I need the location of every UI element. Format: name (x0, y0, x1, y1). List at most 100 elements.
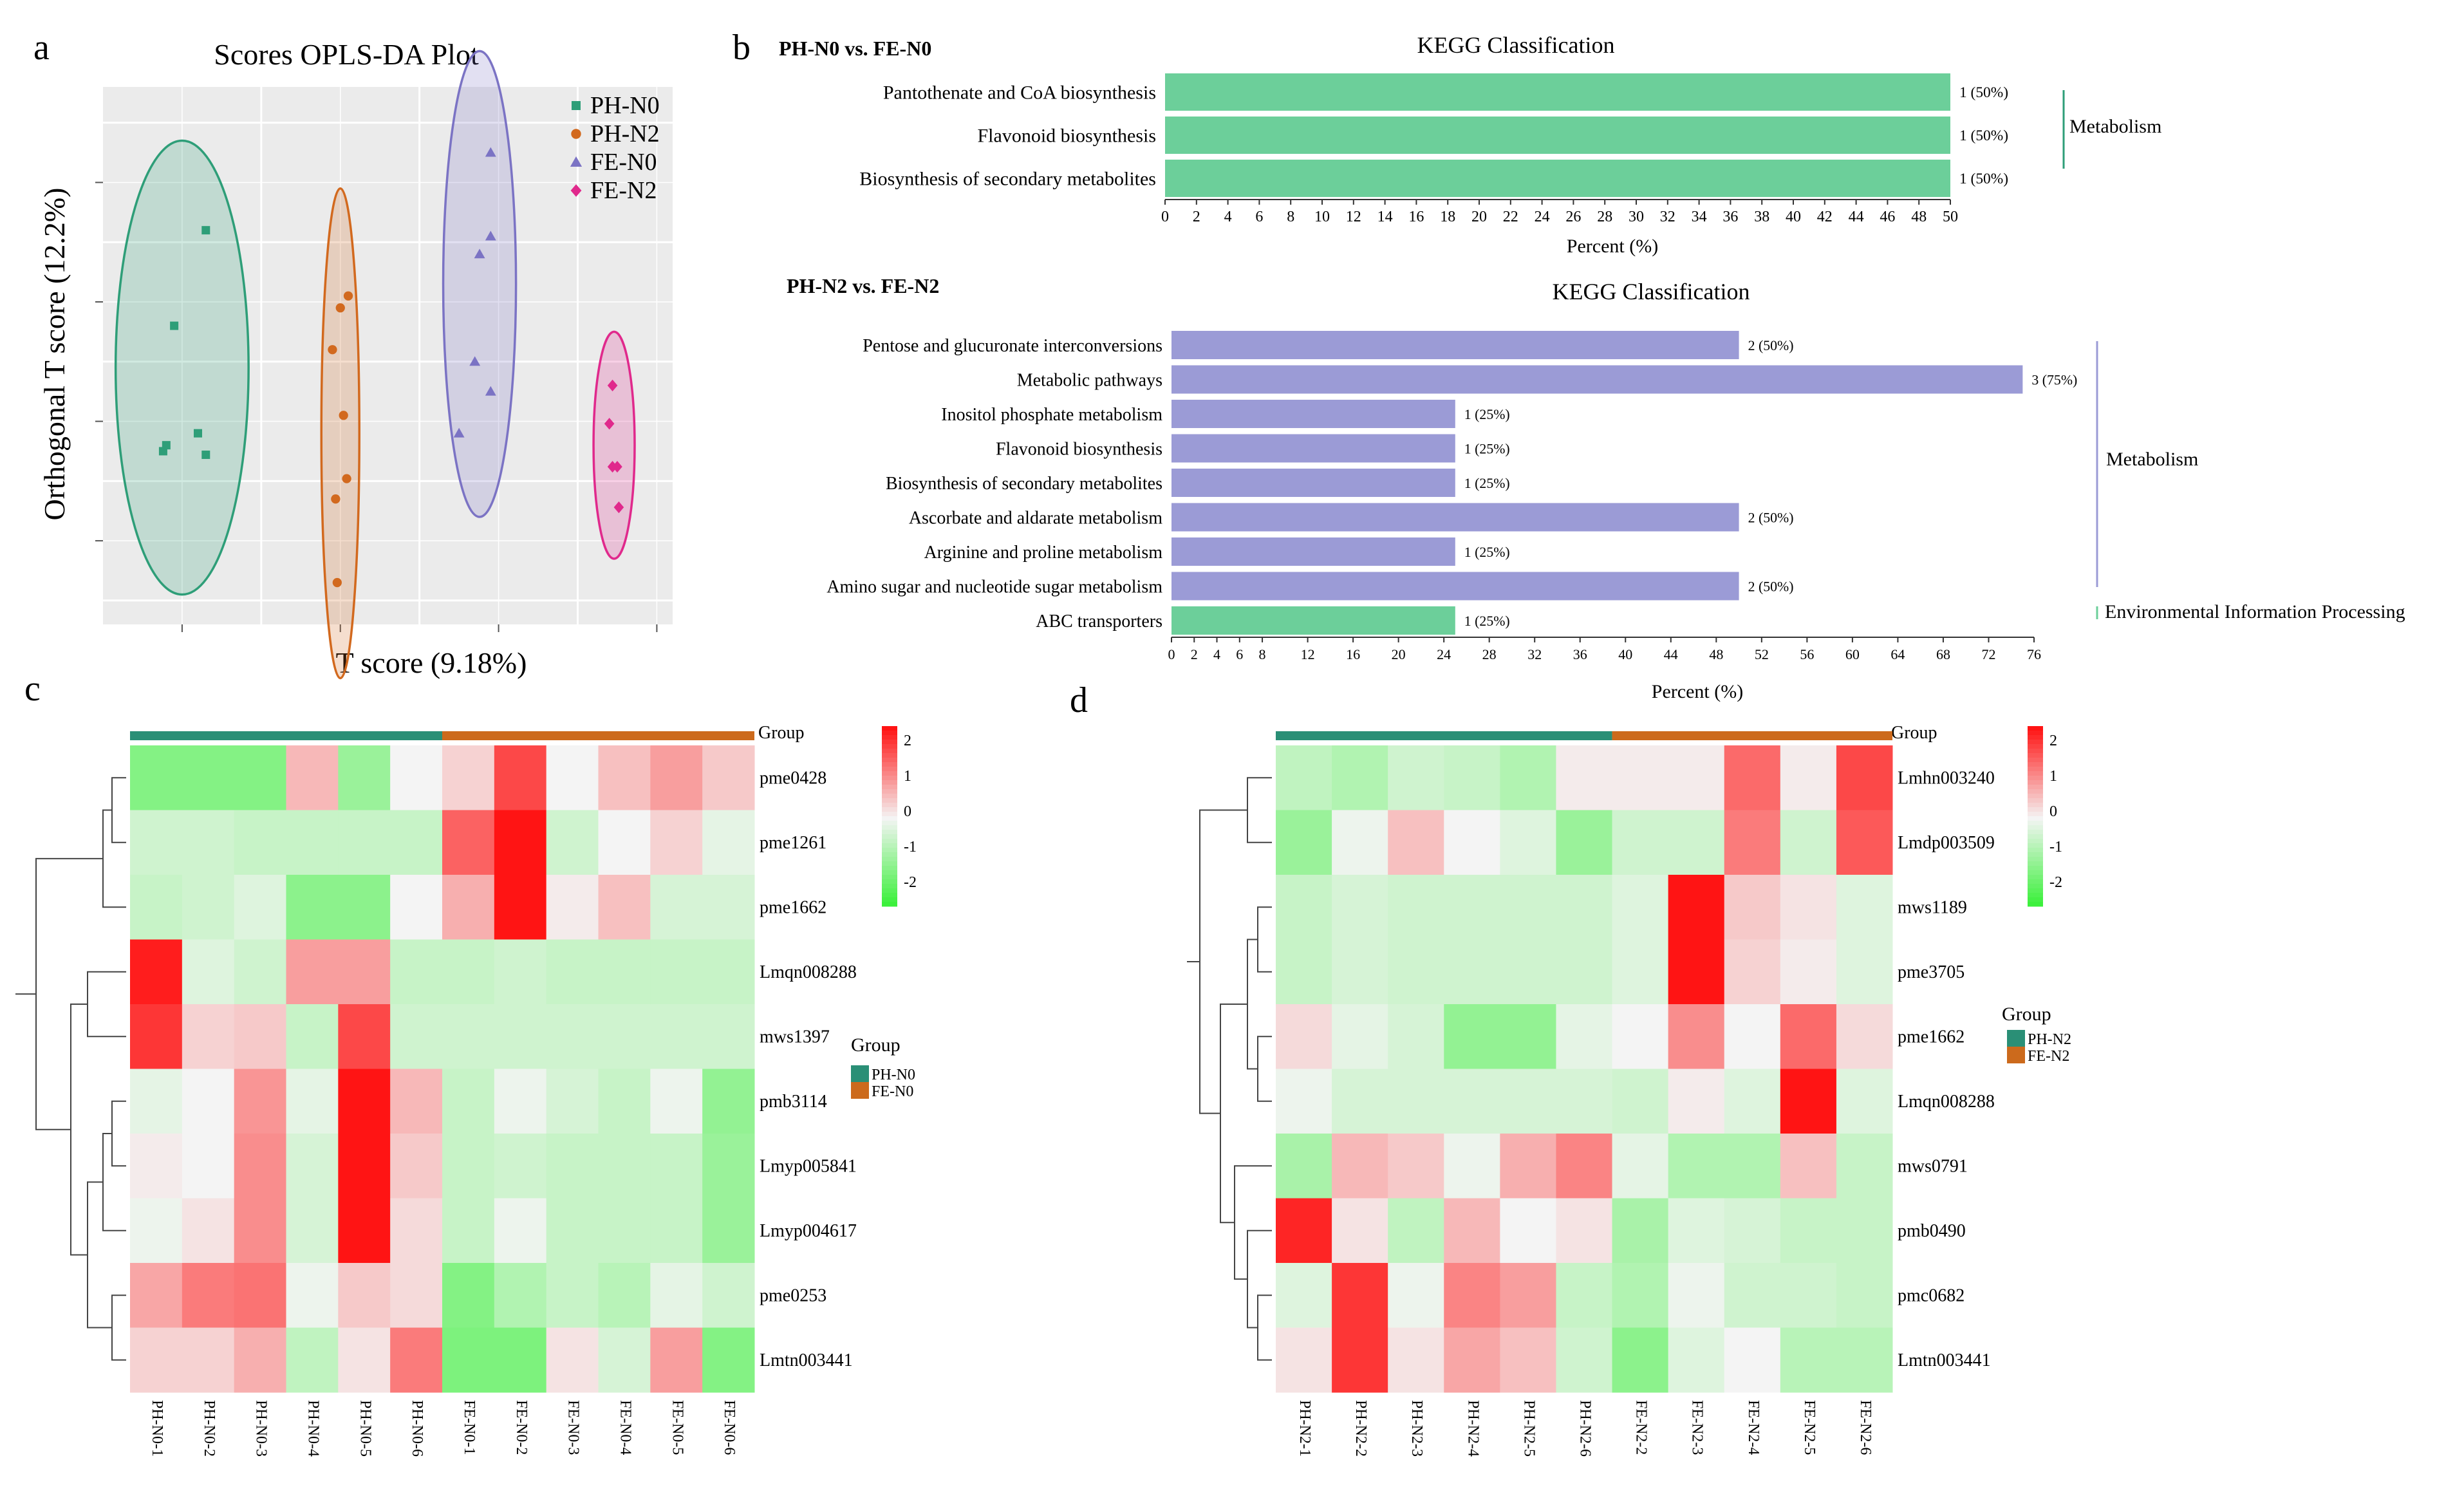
data-label: 1 (50%) (1959, 171, 2008, 187)
x-tick-label: 76 (2027, 646, 2041, 662)
heatmap-cell (1668, 1263, 1725, 1328)
heatmap-cell (1332, 939, 1388, 1005)
row-label: pme0428 (760, 768, 826, 788)
heatmap-cell (390, 1263, 443, 1328)
heatmap-cell (182, 745, 235, 810)
heatmap-cell (1724, 745, 1781, 810)
dendrogram-branch (1199, 809, 1247, 1114)
heatmap-cell (1780, 1327, 1837, 1393)
point-ph-n2 (332, 577, 342, 588)
x-tick-label: 48 (1911, 209, 1927, 225)
color-scale-step (882, 902, 897, 907)
color-scale-tick: -1 (904, 839, 917, 855)
legend-marker-ph-n2 (571, 129, 581, 139)
column-label: FE-N0-1 (461, 1400, 478, 1455)
heatmap-cell (1500, 1327, 1556, 1393)
heatmap-cell (338, 1327, 391, 1393)
heatmap-cell (494, 1134, 547, 1199)
heatmap-cell (494, 1004, 547, 1069)
heatmap-cell (1332, 875, 1388, 940)
point-ph-n2 (328, 345, 337, 355)
opls-da-panel: Scores OPLS-DA Plot T score (9.18%) Orth… (38, 38, 673, 680)
heatmap-cell (130, 1263, 183, 1328)
heatmap-cell (1276, 1134, 1332, 1199)
data-label: 2 (50%) (1748, 510, 1794, 526)
heatmap-cell (1556, 1327, 1613, 1393)
x-tick-label: 10 (1314, 209, 1330, 225)
color-scale-step (2028, 825, 2043, 830)
heatmap-cell (1388, 1069, 1444, 1134)
heatmap-cell (130, 1327, 183, 1393)
panel-label-b: b (733, 28, 751, 68)
ellipse-ph-n0 (114, 139, 250, 596)
heatmap-cell (1276, 939, 1332, 1005)
color-scale-step (882, 789, 897, 794)
heatmap-cell (1332, 1198, 1388, 1264)
bar (1171, 469, 1455, 497)
heatmap-cell (1780, 1263, 1837, 1328)
x-tick-label: 44 (1664, 646, 1678, 662)
heatmap-cell (650, 745, 703, 810)
color-scale-step (882, 825, 897, 830)
x-tick-label: 32 (1527, 646, 1542, 662)
heatmap-cell (1612, 1069, 1669, 1134)
bar (1171, 503, 1739, 532)
kegg-bottom-title: KEGG Classification (1553, 279, 1750, 304)
heatmap-cell (1780, 1069, 1837, 1134)
heatmap-cell (1612, 1263, 1669, 1328)
heatmap-cell (1500, 939, 1556, 1005)
heatmap-cell (390, 939, 443, 1005)
x-tick-label: 36 (1722, 209, 1738, 225)
color-scale-step (2028, 879, 2043, 884)
legend-marker-fe-n2 (570, 184, 582, 197)
point-ph-n0 (170, 321, 179, 330)
heatmap-cell (338, 745, 391, 810)
color-scale-step (2028, 834, 2043, 839)
heatmap-cell (546, 875, 599, 940)
heatmap-cell (1780, 875, 1837, 940)
color-scale-step (882, 762, 897, 767)
heatmap-cell (1332, 745, 1388, 810)
opls-da-ylabel: Orthogonal T score (12.2%) (38, 188, 71, 521)
color-scale-step (882, 897, 897, 902)
opls-da-xlabel: T score (9.18%) (336, 646, 527, 679)
data-label: 1 (25%) (1464, 545, 1510, 560)
heatmap-cell (598, 745, 651, 810)
legend-label-fe-n2: FE-N2 (2028, 1048, 2069, 1065)
color-scale-step (882, 740, 897, 745)
ellipse-fe-n2 (592, 330, 636, 560)
row-label: Lmtn003441 (1898, 1350, 1991, 1370)
heatmap-cell (1276, 810, 1332, 875)
heatmap-cell (1332, 1134, 1388, 1199)
point-ph-n0 (201, 226, 210, 235)
heatmap-cell (702, 810, 755, 875)
heatmap-cell (1780, 745, 1837, 810)
x-tick-label: 26 (1565, 209, 1581, 225)
column-label: PH-N2-3 (1408, 1400, 1425, 1457)
dendrogram-branch (1257, 1036, 1272, 1102)
data-label: 1 (50%) (1959, 84, 2008, 101)
heatmap-cell (1500, 745, 1556, 810)
heatmap-cell (1724, 1327, 1781, 1393)
heatmap-cell (1836, 875, 1893, 940)
heatmap-cell (702, 1004, 755, 1069)
color-scale-step (2028, 888, 2043, 893)
heatmap-cell (234, 745, 286, 810)
heatmap-cell (1836, 1327, 1893, 1393)
dendrogram-branch (1247, 939, 1258, 1070)
dendrogram-branch (102, 1133, 126, 1231)
color-scale-step (882, 875, 897, 880)
heatmap-cell (1556, 810, 1613, 875)
heatmap-c-legend-title: Group (851, 1034, 901, 1056)
heatmap-cell (286, 1327, 339, 1393)
column-label: FE-N2-6 (1857, 1400, 1874, 1455)
color-scale-tick: 0 (904, 803, 911, 820)
column-label: FE-N0-2 (513, 1400, 530, 1455)
color-scale-step (882, 731, 897, 736)
heatmap-cell (1836, 1069, 1893, 1134)
bar (1171, 572, 1739, 601)
x-tick-label: 28 (1597, 209, 1612, 225)
heatmap-cell (650, 1134, 703, 1199)
heatmap-cell (1836, 810, 1893, 875)
color-scale-step (882, 888, 897, 893)
